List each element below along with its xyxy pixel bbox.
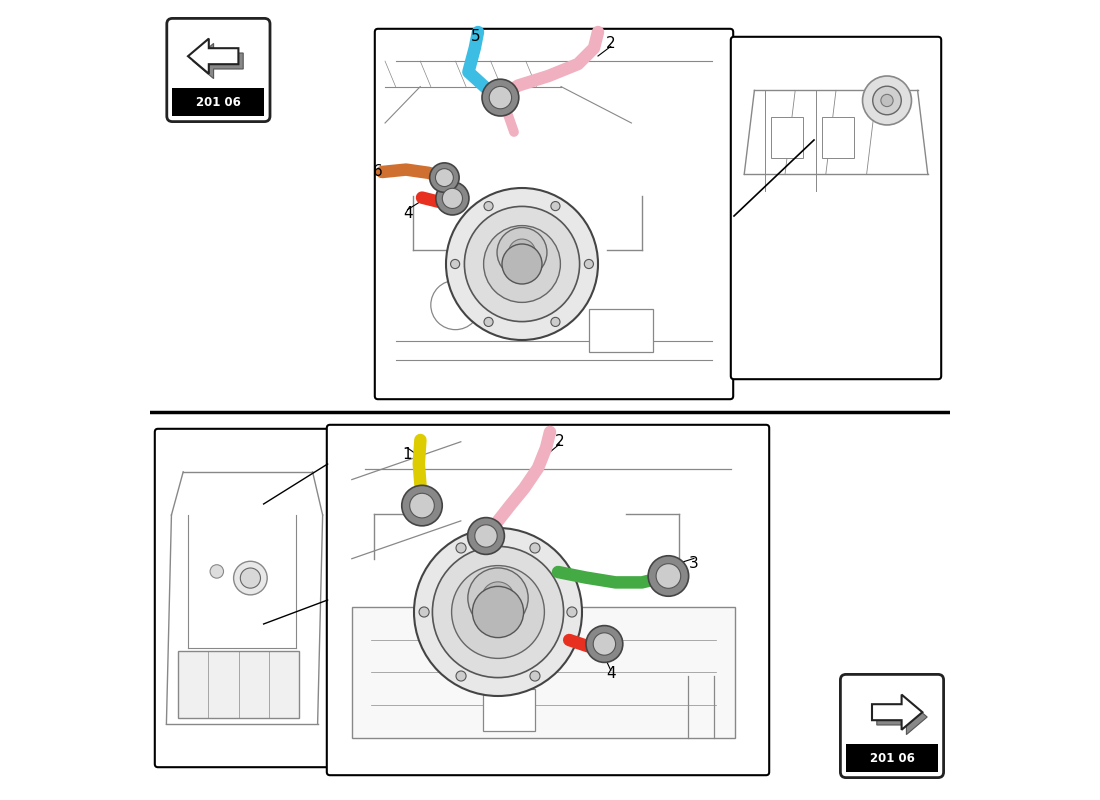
Circle shape bbox=[456, 671, 466, 681]
Circle shape bbox=[452, 566, 544, 658]
Bar bbox=[846, 744, 938, 772]
Text: 3: 3 bbox=[689, 557, 698, 571]
Circle shape bbox=[436, 182, 469, 215]
FancyBboxPatch shape bbox=[375, 29, 734, 399]
Bar bbox=[771, 118, 803, 158]
Circle shape bbox=[451, 259, 460, 269]
Text: 4: 4 bbox=[606, 666, 616, 681]
Circle shape bbox=[497, 227, 547, 278]
Circle shape bbox=[442, 188, 462, 209]
Circle shape bbox=[456, 543, 466, 553]
Circle shape bbox=[414, 528, 582, 696]
Text: 4: 4 bbox=[403, 206, 412, 221]
Circle shape bbox=[468, 568, 528, 628]
Circle shape bbox=[482, 79, 519, 116]
Circle shape bbox=[862, 76, 912, 125]
Circle shape bbox=[502, 244, 542, 284]
Circle shape bbox=[593, 633, 616, 655]
Circle shape bbox=[409, 494, 434, 518]
Circle shape bbox=[584, 259, 593, 269]
Circle shape bbox=[508, 239, 536, 266]
Text: 6: 6 bbox=[373, 165, 383, 179]
Bar bbox=[352, 607, 736, 738]
Circle shape bbox=[233, 562, 267, 595]
Circle shape bbox=[472, 586, 524, 638]
Bar bbox=[178, 651, 299, 718]
Text: 201 06: 201 06 bbox=[196, 96, 241, 109]
Circle shape bbox=[656, 564, 681, 588]
Circle shape bbox=[419, 607, 429, 617]
Text: 1: 1 bbox=[403, 447, 412, 462]
Bar bbox=[590, 309, 652, 352]
Circle shape bbox=[551, 202, 560, 210]
Circle shape bbox=[432, 546, 563, 678]
Text: 2: 2 bbox=[554, 434, 564, 449]
Circle shape bbox=[484, 318, 493, 326]
Bar bbox=[483, 690, 535, 730]
Circle shape bbox=[872, 86, 901, 114]
Circle shape bbox=[468, 518, 505, 554]
Text: 201 06: 201 06 bbox=[870, 752, 914, 765]
Circle shape bbox=[402, 486, 442, 526]
Circle shape bbox=[446, 188, 598, 340]
Circle shape bbox=[484, 202, 493, 210]
FancyBboxPatch shape bbox=[730, 37, 942, 379]
Circle shape bbox=[484, 226, 560, 302]
Circle shape bbox=[464, 206, 580, 322]
Circle shape bbox=[436, 169, 453, 186]
Polygon shape bbox=[192, 43, 243, 78]
Circle shape bbox=[566, 607, 578, 617]
FancyBboxPatch shape bbox=[167, 18, 270, 122]
Circle shape bbox=[530, 543, 540, 553]
FancyBboxPatch shape bbox=[327, 425, 769, 775]
FancyBboxPatch shape bbox=[155, 429, 329, 767]
Text: 5: 5 bbox=[471, 30, 481, 44]
Polygon shape bbox=[188, 38, 239, 74]
Polygon shape bbox=[877, 699, 927, 734]
Text: a zf parts.com sito: a zf parts.com sito bbox=[430, 143, 670, 289]
Text: a zf parts.com sito: a zf parts.com sito bbox=[365, 551, 606, 697]
Circle shape bbox=[475, 525, 497, 547]
Bar bbox=[173, 88, 264, 116]
Circle shape bbox=[482, 582, 514, 614]
Text: 2: 2 bbox=[606, 37, 616, 51]
Circle shape bbox=[490, 86, 512, 109]
Circle shape bbox=[430, 163, 459, 192]
Circle shape bbox=[648, 556, 689, 596]
Circle shape bbox=[240, 568, 261, 588]
FancyBboxPatch shape bbox=[840, 674, 944, 778]
Circle shape bbox=[431, 280, 480, 330]
Circle shape bbox=[881, 94, 893, 106]
Circle shape bbox=[586, 626, 623, 662]
Bar bbox=[822, 118, 855, 158]
Polygon shape bbox=[872, 694, 923, 730]
Circle shape bbox=[551, 318, 560, 326]
Circle shape bbox=[210, 565, 223, 578]
Circle shape bbox=[530, 671, 540, 681]
